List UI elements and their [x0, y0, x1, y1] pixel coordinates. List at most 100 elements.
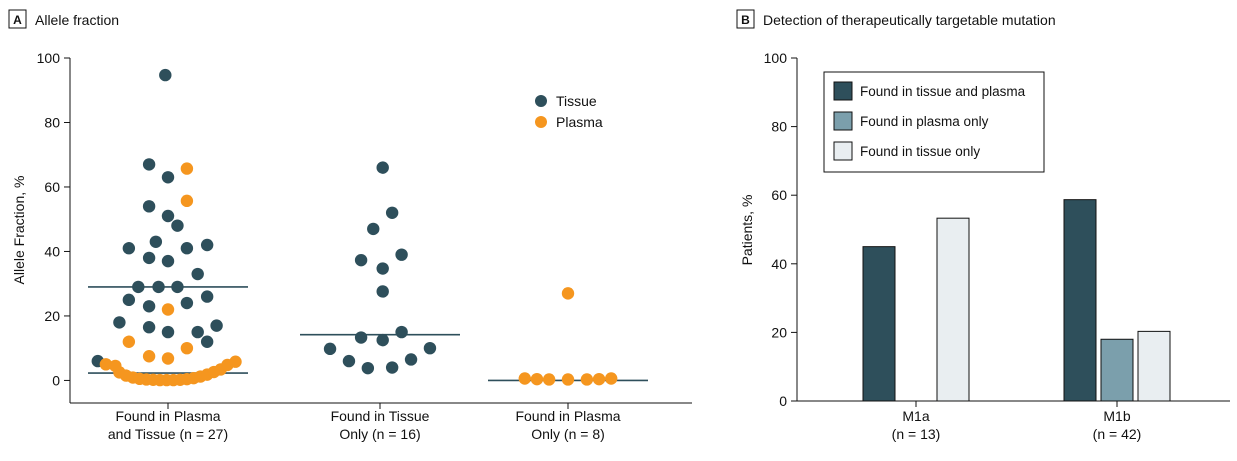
plasma-point: [161, 303, 175, 316]
panel-a-points: [91, 68, 618, 387]
tissue-point: [132, 280, 145, 294]
panel-b-bars: [862, 199, 1171, 402]
tissue-point: [404, 353, 418, 366]
tissue-point: [376, 285, 389, 298]
tissue-point: [161, 325, 175, 339]
tissue-point: [191, 325, 204, 339]
panel-a-y-tick-label: 60: [44, 179, 60, 195]
tissue-point: [142, 158, 156, 171]
panel-b-letter: B: [741, 13, 750, 27]
panel-b-x-tick-label: M1b: [1103, 408, 1130, 424]
panel-b-x-tick-label: (n = 42): [1093, 426, 1142, 442]
legend-tissue-and-plasma-swatch: [833, 81, 853, 101]
legend-tissue-label: Tissue: [556, 93, 597, 109]
tissue-point: [113, 316, 126, 329]
tissue-point: [200, 290, 214, 303]
panel-b-y-tick-label: 20: [771, 324, 787, 340]
panel-a-y-tick-label: 20: [44, 308, 60, 324]
plasma-point: [542, 373, 556, 386]
tissue-point: [376, 333, 389, 347]
panel-b-x-tick-label: M1a: [902, 408, 929, 424]
tissue-point: [385, 206, 399, 219]
panel-a-y-axis-label: Allele Fraction, %: [11, 176, 27, 285]
tissue-point: [142, 200, 156, 213]
tissue-point: [161, 171, 175, 184]
tissue-point: [376, 161, 389, 174]
panel-b-y-tick-label: 40: [771, 256, 787, 272]
tissue-point: [342, 354, 356, 368]
plasma-point: [530, 372, 544, 386]
plasma-point: [561, 373, 575, 386]
tissue-point: [159, 68, 172, 82]
bar-plasma-only: [1100, 338, 1134, 402]
tissue-point: [142, 300, 156, 313]
legend-tissue-only-swatch: [833, 141, 853, 161]
bar-tissue-only: [1137, 330, 1171, 402]
tissue-point: [423, 341, 437, 355]
panel-a-title: Allele fraction: [35, 12, 119, 28]
tissue-point: [152, 280, 165, 294]
panel-a-x-tick-label: Only (n = 16): [339, 426, 420, 442]
bar-tissue-and-plasma: [862, 246, 896, 402]
panel-a-x-tick-label: Only (n = 8): [531, 426, 605, 442]
tissue-point: [376, 262, 389, 275]
panel-a-x-tick-label: Found in Plasma: [115, 408, 220, 424]
tissue-point: [142, 251, 156, 265]
tissue-point: [354, 253, 368, 267]
legend-plasma-only-swatch: [833, 111, 853, 131]
bar-tissue-only: [936, 217, 970, 402]
tissue-point: [161, 254, 175, 268]
tissue-point: [171, 219, 184, 232]
tissue-point: [367, 222, 380, 236]
tissue-point: [180, 296, 194, 310]
panel-b-legend: Found in tissue and plasma Found in plas…: [823, 71, 1045, 173]
panel-a-y-ticks: 0 20 40 60 80 100: [37, 50, 70, 388]
panel-b-y-ticks: 0 20 40 60 80 100: [764, 50, 797, 409]
tissue-point: [142, 321, 156, 334]
tissue-point: [323, 342, 337, 356]
tissue-point: [161, 209, 175, 223]
tissue-point: [210, 319, 223, 332]
panel-b-letter-box: [736, 9, 755, 29]
plasma-point: [229, 355, 242, 368]
panel-a-x-tick-label: and Tissue (n = 27): [108, 426, 228, 442]
legend-tissue-marker: [535, 95, 547, 107]
panel-b-y-tick-label: 100: [764, 50, 788, 66]
panel-b: B Detection of therapeutically targetabl…: [736, 9, 1230, 442]
plasma-point: [518, 372, 531, 385]
plasma-point: [99, 358, 113, 371]
tissue-point: [361, 361, 375, 375]
panel-b-y-tick-label: 60: [771, 187, 787, 203]
legend-plasma-only-label: Found in plasma only: [860, 114, 989, 129]
plasma-point: [605, 372, 618, 385]
tissue-point: [200, 238, 214, 252]
plasma-point: [122, 335, 136, 348]
plasma-point: [142, 350, 156, 363]
panel-a-letter: A: [13, 13, 22, 27]
panel-a-y-tick-label: 100: [37, 50, 61, 66]
legend-tissue-and-plasma-label: Found in tissue and plasma: [860, 84, 1026, 99]
tissue-point: [171, 280, 184, 294]
tissue-point: [200, 335, 214, 348]
panel-a-letter-box: [8, 9, 27, 29]
panel-a-legend: Tissue Plasma: [535, 93, 603, 130]
panel-b-x-ticks: M1a (n = 13) M1b (n = 42): [892, 401, 1142, 442]
plasma-point: [180, 194, 194, 208]
tissue-point: [122, 293, 136, 307]
panel-a-x-tick-label: Found in Tissue: [331, 408, 430, 424]
plasma-point: [180, 162, 194, 175]
panel-a-y-tick-label: 80: [44, 114, 60, 130]
panel-a-y-tick-label: 40: [44, 243, 60, 259]
plasma-point: [580, 373, 594, 386]
plasma-point: [180, 341, 194, 355]
bar-tissue-and-plasma: [1063, 199, 1097, 402]
tissue-point: [122, 242, 136, 255]
panel-a-x-ticks: Found in Plasma and Tissue (n = 27) Found …: [108, 403, 621, 442]
panel-a: A Allele fraction Allele Fraction, % 0 20…: [8, 9, 692, 442]
tissue-point: [191, 267, 204, 281]
legend-tissue-only-label: Found in tissue only: [860, 144, 980, 159]
panel-a-x-tick-label: Found in Plasma: [515, 408, 620, 424]
panel-b-title: Detection of therapeutically targetable …: [763, 12, 1056, 28]
panel-b-y-tick-label: 80: [771, 119, 787, 135]
